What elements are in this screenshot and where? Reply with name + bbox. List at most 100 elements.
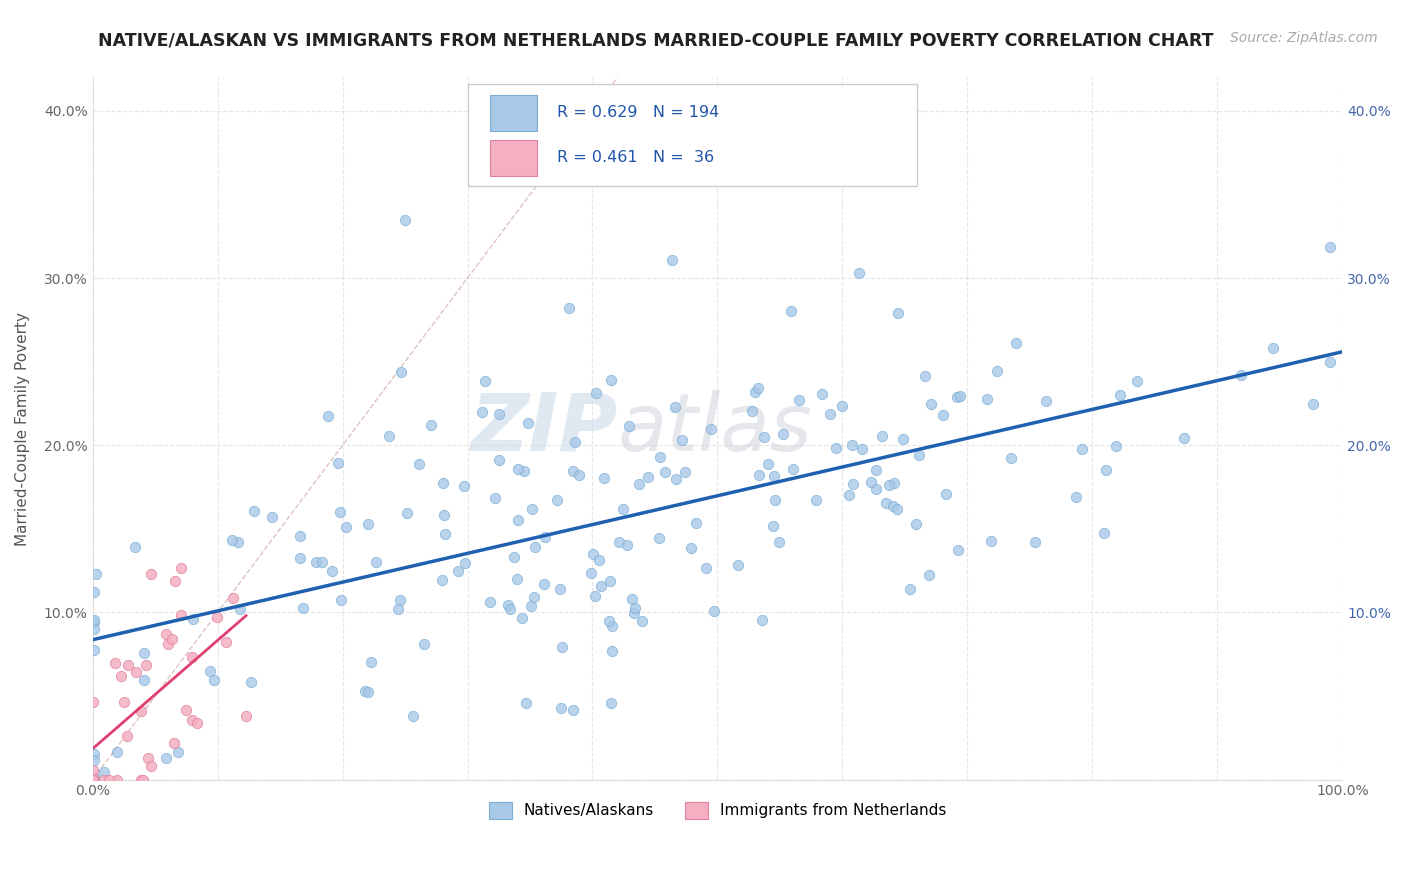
- Point: [83, 747, 105, 761]
- Point: [548, 582, 571, 596]
- Point: [908, 448, 931, 462]
- Point: [378, 429, 401, 443]
- Point: [1319, 240, 1341, 254]
- Point: [288, 529, 311, 543]
- Point: [891, 432, 914, 446]
- Point: [700, 422, 723, 436]
- Point: [589, 579, 612, 593]
- Point: [215, 635, 238, 649]
- Point: [105, 772, 128, 787]
- Point: [135, 658, 157, 673]
- Point: [664, 400, 686, 414]
- Point: [831, 399, 853, 413]
- Point: [163, 735, 186, 749]
- Point: [744, 384, 766, 399]
- Point: [163, 574, 186, 588]
- Point: [1105, 440, 1128, 454]
- Point: [502, 549, 524, 564]
- Point: [599, 574, 621, 589]
- Point: [157, 637, 180, 651]
- Point: [471, 405, 494, 419]
- Point: [93, 772, 115, 787]
- Point: [329, 505, 352, 519]
- Point: [155, 751, 177, 765]
- Point: [235, 709, 257, 723]
- Point: [533, 530, 555, 544]
- Point: [329, 593, 352, 607]
- Point: [512, 611, 534, 625]
- Point: [811, 387, 834, 401]
- Point: [787, 393, 810, 408]
- Point: [838, 488, 860, 502]
- Point: [685, 516, 707, 530]
- Point: [260, 510, 283, 524]
- Point: [311, 556, 333, 570]
- Point: [600, 644, 623, 658]
- Point: [1302, 397, 1324, 411]
- Point: [389, 365, 412, 379]
- Point: [768, 534, 790, 549]
- Point: [105, 745, 128, 759]
- Point: [741, 403, 763, 417]
- Point: [124, 541, 146, 555]
- Point: [561, 702, 583, 716]
- Point: [763, 493, 786, 508]
- Point: [132, 673, 155, 687]
- Point: [396, 506, 419, 520]
- Text: atlas: atlas: [617, 390, 813, 467]
- Text: NATIVE/ALASKAN VS IMMIGRANTS FROM NETHERLANDS MARRIED-COUPLE FAMILY POVERTY CORR: NATIVE/ALASKAN VS IMMIGRANTS FROM NETHER…: [98, 31, 1213, 49]
- Point: [488, 452, 510, 467]
- Point: [804, 493, 827, 508]
- Point: [1109, 388, 1132, 402]
- Point: [453, 556, 475, 570]
- Point: [599, 373, 621, 387]
- Text: R = 0.461   N =  36: R = 0.461 N = 36: [558, 150, 714, 165]
- Point: [551, 640, 574, 654]
- Point: [357, 684, 380, 698]
- Point: [1173, 431, 1195, 445]
- Point: [727, 558, 749, 572]
- Bar: [468, 85, 917, 186]
- Point: [1005, 335, 1028, 350]
- Point: [242, 503, 264, 517]
- Point: [756, 457, 779, 471]
- Point: [568, 468, 591, 483]
- Point: [222, 591, 245, 605]
- Point: [751, 613, 773, 627]
- Point: [600, 619, 623, 633]
- Point: [627, 477, 650, 491]
- Point: [228, 602, 250, 616]
- Point: [160, 632, 183, 646]
- Point: [433, 508, 456, 522]
- Point: [870, 429, 893, 443]
- Point: [782, 462, 804, 476]
- Point: [181, 713, 204, 727]
- Point: [747, 381, 769, 395]
- Point: [357, 516, 380, 531]
- Point: [661, 252, 683, 267]
- Point: [1024, 535, 1046, 549]
- Point: [132, 772, 155, 787]
- Point: [841, 438, 863, 452]
- Point: [239, 675, 262, 690]
- Point: [624, 600, 647, 615]
- Bar: [491, 139, 537, 176]
- Point: [631, 614, 654, 628]
- Point: [205, 610, 228, 624]
- Point: [522, 590, 544, 604]
- Point: [83, 622, 105, 636]
- Point: [112, 695, 135, 709]
- Point: [124, 665, 146, 680]
- Point: [935, 487, 957, 501]
- Point: [695, 561, 717, 575]
- Point: [948, 389, 970, 403]
- Point: [1126, 374, 1149, 388]
- Point: [673, 465, 696, 479]
- Point: [665, 472, 688, 486]
- Point: [413, 637, 436, 651]
- Legend: Natives/Alaskans, Immigrants from Netherlands: Natives/Alaskans, Immigrants from Nether…: [482, 796, 952, 824]
- Point: [860, 475, 883, 489]
- Point: [335, 520, 357, 534]
- Point: [948, 543, 970, 558]
- Point: [647, 531, 669, 545]
